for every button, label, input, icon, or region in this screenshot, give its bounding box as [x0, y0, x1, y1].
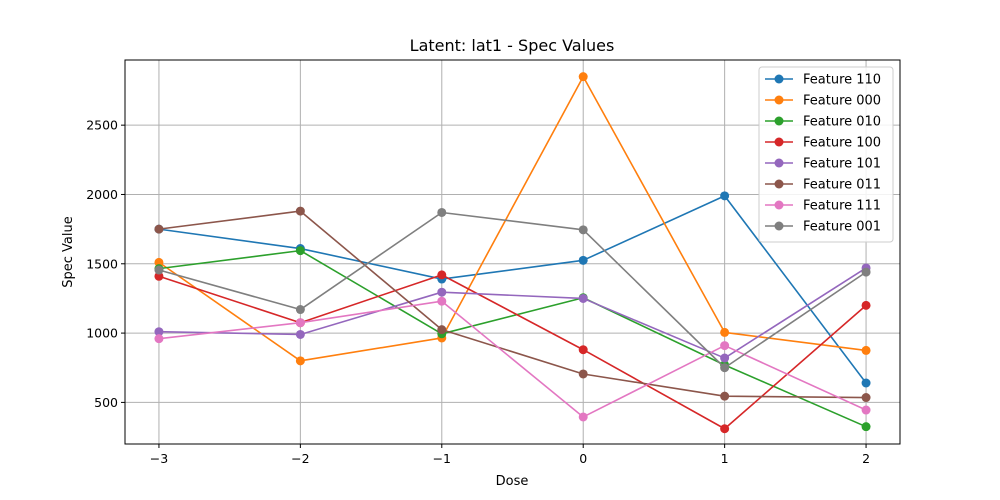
data-point [578, 345, 588, 355]
series-line [158, 210, 867, 399]
series-feature-000 [154, 72, 871, 366]
legend-label: Feature 000 [803, 94, 881, 109]
series-line [158, 274, 867, 430]
x-tick-label: 0 [579, 451, 587, 466]
y-tick-label: 500 [94, 395, 118, 410]
series-feature-111 [154, 296, 871, 422]
series-line [158, 75, 867, 362]
data-point [578, 369, 588, 379]
data-point [720, 391, 730, 401]
data-point [720, 327, 730, 337]
series-line [158, 267, 867, 359]
data-point [295, 329, 305, 339]
legend-marker [774, 221, 784, 231]
data-point [578, 72, 588, 82]
data-point [861, 405, 871, 415]
x-tick-label: −2 [291, 451, 309, 466]
legend-label: Feature 100 [803, 136, 881, 151]
plot-frame [124, 59, 901, 445]
data-point [720, 424, 730, 434]
data-point [154, 327, 164, 337]
data-point [720, 363, 730, 373]
data-point [720, 341, 730, 351]
y-axis-label: Spec Value [61, 216, 76, 287]
x-tick-label: −1 [433, 451, 451, 466]
legend-entry: Feature 111 [765, 199, 881, 214]
data-point [437, 270, 447, 280]
legend-marker [774, 200, 784, 210]
x-axis-label: Dose [496, 474, 529, 489]
data-point [861, 422, 871, 432]
data-point [295, 356, 305, 366]
data-point [437, 325, 447, 335]
legend-entry: Feature 010 [765, 115, 881, 130]
data-point [154, 265, 164, 275]
legend-marker [774, 179, 784, 189]
series-line [158, 249, 867, 428]
series-feature-001 [154, 207, 871, 373]
legend-marker [774, 116, 784, 126]
data-point [154, 334, 164, 344]
legend-entry: Feature 000 [765, 94, 881, 109]
legend-label: Feature 110 [803, 73, 881, 88]
legend: Feature 110 Feature 000 Feature 010 Feature… [758, 66, 894, 243]
legend-entry: Feature 100 [765, 136, 881, 151]
data-point [861, 300, 871, 310]
legend-marker [774, 137, 784, 147]
legend-label: Feature 111 [803, 199, 881, 214]
series-line [158, 300, 867, 418]
data-point [295, 206, 305, 216]
chart-title: Latent: lat1 - Spec Values [410, 36, 615, 55]
legend-marker [774, 158, 784, 168]
legend-label: Feature 101 [803, 157, 881, 172]
series-feature-011 [154, 206, 871, 403]
series-feature-101 [154, 263, 871, 363]
data-point [578, 412, 588, 422]
data-point [861, 378, 871, 388]
data-point [437, 287, 447, 297]
x-tick-label: −3 [150, 451, 168, 466]
data-point [295, 318, 305, 328]
data-point [437, 296, 447, 306]
series-line [158, 211, 867, 369]
y-tick-label: 1500 [86, 256, 118, 271]
data-point [295, 305, 305, 315]
data-point [578, 255, 588, 265]
legend-label: Feature 010 [803, 115, 881, 130]
legend-entry: Feature 101 [765, 157, 881, 172]
series-line [158, 195, 867, 384]
data-point [154, 271, 164, 281]
y-tick-label: 1000 [86, 326, 118, 341]
data-point [578, 293, 588, 303]
y-tick-label: 2500 [86, 118, 118, 133]
data-point [720, 191, 730, 201]
data-point [295, 246, 305, 256]
legend-marker [774, 74, 784, 84]
legend-marker [774, 95, 784, 105]
series-layer [154, 72, 871, 434]
legend-label: Feature 001 [803, 220, 881, 235]
series-feature-010 [154, 246, 871, 432]
legend-label: Feature 011 [803, 178, 881, 193]
data-point [861, 345, 871, 355]
data-point [578, 225, 588, 235]
data-point [154, 224, 164, 234]
legend-entry: Feature 110 [765, 73, 881, 88]
x-tick-label: 1 [721, 451, 729, 466]
y-tick-label: 2000 [86, 187, 118, 202]
legend-frame [758, 66, 894, 243]
data-point [861, 393, 871, 403]
data-point [720, 353, 730, 363]
data-point [861, 267, 871, 277]
legend-entry: Feature 011 [765, 178, 881, 193]
data-point [154, 257, 164, 267]
data-point [437, 207, 447, 217]
legend-entry: Feature 001 [765, 220, 881, 235]
x-tick-label: 2 [862, 451, 870, 466]
